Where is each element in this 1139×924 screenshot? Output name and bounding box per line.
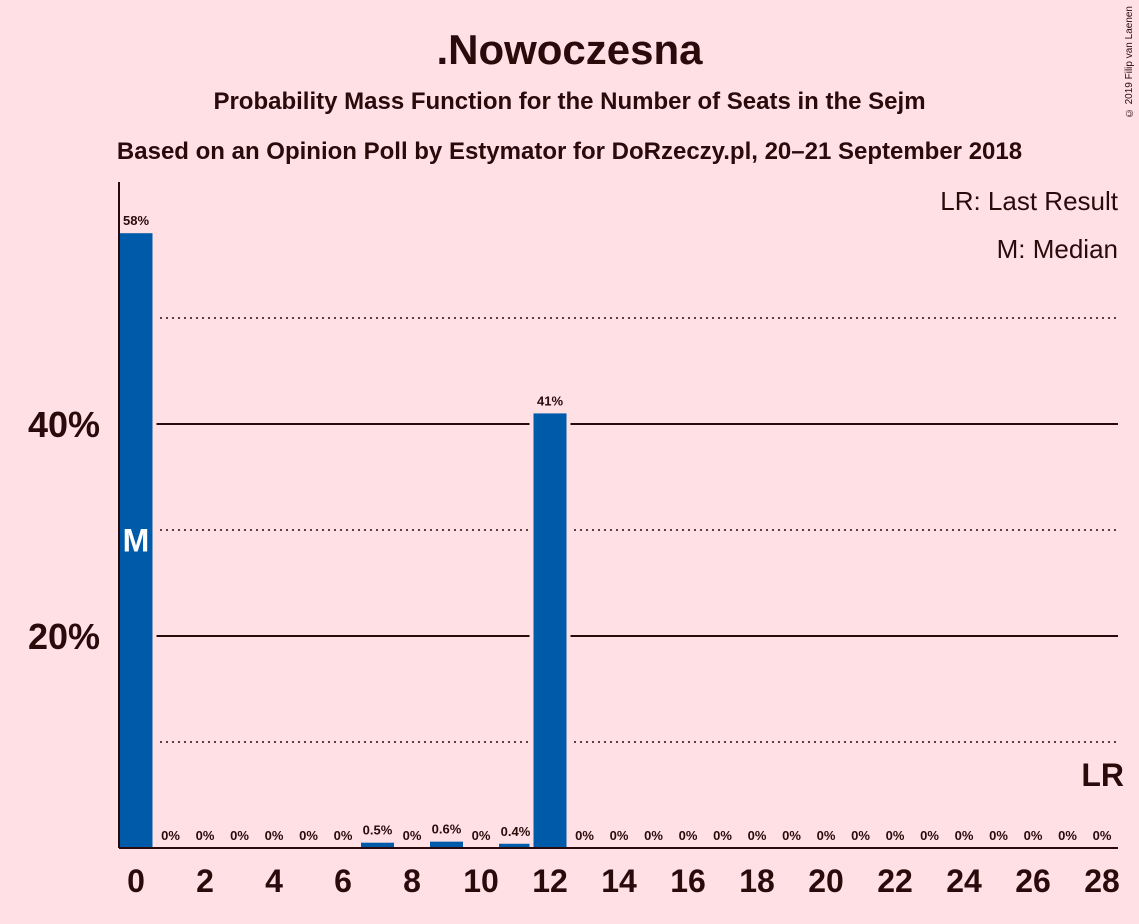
legend-median: M: Median — [997, 234, 1118, 264]
bar-value-label: 0% — [403, 828, 422, 843]
median-marker: M — [123, 523, 150, 559]
bar-value-label: 0% — [1024, 828, 1043, 843]
chart-source-subtitle: Based on an Opinion Poll by Estymator fo… — [116, 138, 1023, 165]
x-tick-label: 8 — [403, 863, 421, 899]
bar-value-label: 0% — [196, 828, 215, 843]
last-result-marker: LR — [1081, 757, 1124, 793]
chart-title: .Nowoczesna — [436, 26, 703, 73]
bar-value-label: 0% — [851, 828, 870, 843]
x-tick-label: 16 — [670, 863, 706, 899]
bar-value-label: 0.6% — [432, 822, 462, 837]
bar-value-label: 0% — [886, 828, 905, 843]
bar-seat-0 — [119, 233, 153, 848]
bar-value-label: 0% — [989, 828, 1008, 843]
x-tick-label: 6 — [334, 863, 352, 899]
bar-value-label: 58% — [123, 213, 149, 228]
gridlines — [154, 317, 1118, 743]
bar-value-label: 0% — [955, 828, 974, 843]
x-tick-label: 20 — [808, 863, 844, 899]
bar-value-label: 0% — [161, 828, 180, 843]
bar-seat-7 — [361, 842, 394, 848]
bar-value-label: 0% — [575, 828, 594, 843]
x-tick-label: 28 — [1084, 863, 1120, 899]
bar-value-label: 0% — [334, 828, 353, 843]
x-tick-label: 18 — [739, 863, 775, 899]
bar-value-label: 0% — [644, 828, 663, 843]
axes: 20%40%0 2 4 6 8 10 12 14 16 18 20 22 24 26 28 — [28, 182, 1120, 899]
bar-value-label: 0% — [679, 828, 698, 843]
x-tick-label: 26 — [1015, 863, 1051, 899]
x-tick-label: 14 — [601, 863, 637, 899]
value-labels: 58% 0% 0% 0% 0% 0% 0% 0.5% 0% 0.6% 0% 0.4% 41% 0% 0% 0%… — [123, 213, 1124, 843]
legend-last-result: LR: Last Result — [940, 186, 1119, 216]
bar-value-label: 0% — [472, 828, 491, 843]
bar-value-label: 0% — [610, 828, 629, 843]
y-tick-label: 20% — [28, 616, 100, 657]
bar-value-label: 0% — [230, 828, 249, 843]
x-tick-label: 0 — [127, 863, 145, 899]
bar-value-label: 0% — [713, 828, 732, 843]
bar-seat-9 — [430, 841, 463, 848]
bars — [115, 231, 571, 848]
bar-value-label: 0% — [299, 828, 318, 843]
bar-value-label: 0% — [920, 828, 939, 843]
bar-value-label: 0.4% — [501, 824, 531, 839]
chart-subtitle: Probability Mass Function for the Number… — [213, 88, 926, 115]
x-tick-label: 12 — [532, 863, 568, 899]
x-tick-label: 2 — [196, 863, 214, 899]
bar-seat-11 — [499, 843, 532, 848]
bar-value-label: 0% — [782, 828, 801, 843]
bar-value-label: 41% — [537, 393, 563, 408]
y-tick-label: 40% — [28, 404, 100, 445]
bar-value-label: 0% — [265, 828, 284, 843]
x-tick-label: 10 — [463, 863, 499, 899]
x-tick-label: 24 — [946, 863, 982, 899]
x-tick-label: 4 — [265, 863, 283, 899]
bar-value-label: 0% — [748, 828, 767, 843]
bar-seat-12 — [533, 413, 567, 848]
bar-value-label: 0% — [1093, 828, 1112, 843]
bar-value-label: 0.5% — [363, 823, 393, 838]
bar-value-label: 0% — [1058, 828, 1077, 843]
x-tick-label: 22 — [877, 863, 913, 899]
bar-value-label: 0% — [817, 828, 836, 843]
